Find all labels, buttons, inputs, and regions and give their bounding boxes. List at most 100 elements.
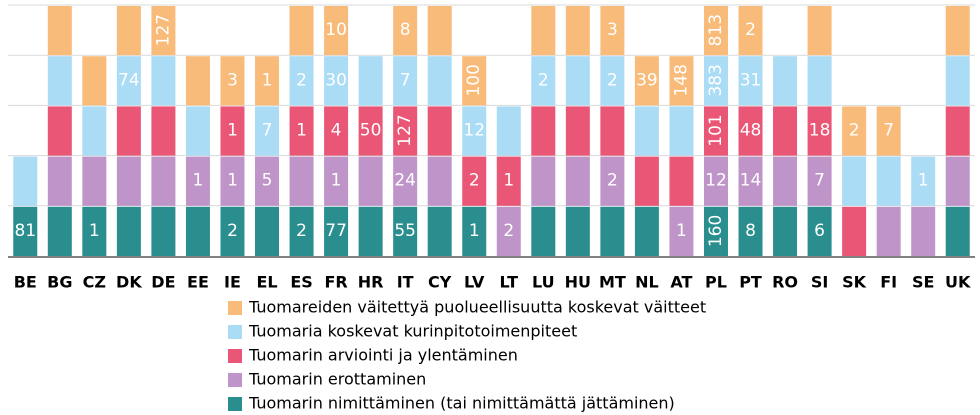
bar-segment: [945, 56, 970, 106]
bar-segment: [116, 156, 141, 206]
bar-segment: [255, 56, 280, 106]
legend-label: Tuomarin arviointi ja ylentäminen: [248, 346, 518, 365]
bar-segment: [47, 206, 72, 256]
bar-segment: [634, 56, 659, 106]
segment-label: 2: [607, 171, 618, 191]
x-tick-label: FR: [324, 273, 347, 292]
bar-segment: [600, 56, 625, 106]
x-tick-label: SK: [842, 273, 867, 292]
bar-segment: [738, 106, 763, 156]
bar-segment: [116, 6, 141, 56]
x-tick-label: BE: [14, 273, 37, 292]
bar-segment: [47, 106, 72, 156]
segment-label: 127: [153, 14, 173, 46]
bar-segment: [600, 6, 625, 56]
segment-label: 48: [740, 121, 762, 141]
bar-segment: [703, 206, 728, 256]
bar-segment: [600, 156, 625, 206]
bar-segment: [82, 156, 107, 206]
bar-segment: [289, 106, 314, 156]
segment-label: 39: [636, 70, 658, 90]
segment-label: 77: [325, 221, 347, 241]
bar-segment: [945, 156, 970, 206]
segment-label: 2: [503, 221, 514, 241]
segment-label: 18: [809, 121, 831, 141]
segment-label: 160: [706, 215, 726, 247]
bar-segment: [807, 106, 832, 156]
bar-segment: [13, 206, 38, 256]
bar-segment: [669, 56, 694, 106]
segment-label: 1: [193, 171, 204, 191]
segment-label: 1: [89, 221, 100, 241]
x-tick-label: LU: [532, 273, 555, 292]
bar-segment: [324, 156, 349, 206]
bar-segment: [462, 106, 487, 156]
x-tick-label: FI: [880, 273, 897, 292]
bar-segment: [255, 206, 280, 256]
bar-segment: [393, 6, 418, 56]
segment-label: 14: [740, 171, 762, 191]
bar-segment: [427, 106, 452, 156]
bar-segment: [911, 156, 936, 206]
bar-segment: [289, 206, 314, 256]
bar-segment: [773, 206, 798, 256]
bar-segment: [47, 56, 72, 106]
legend-swatch: [228, 397, 242, 411]
bar-segment: [47, 6, 72, 56]
segment-label: 2: [607, 70, 618, 90]
bar-segment: [669, 206, 694, 256]
segment-label: 2: [296, 221, 307, 241]
bar-segment: [531, 206, 556, 256]
bar-segment: [220, 56, 245, 106]
bar-segment: [462, 56, 487, 106]
bar-segment: [358, 206, 383, 256]
segment-label: 2: [538, 70, 549, 90]
bar-segment: [151, 106, 176, 156]
x-tick-label: CZ: [83, 273, 106, 292]
bar-segment: [531, 156, 556, 206]
bar-segment: [634, 106, 659, 156]
bar-segment: [427, 56, 452, 106]
bar-segment: [82, 56, 107, 106]
segment-label: 2: [745, 20, 756, 40]
bar-segment: [565, 206, 590, 256]
x-tick-label: BG: [47, 273, 72, 292]
segment-label: 2: [296, 70, 307, 90]
segment-label: 383: [706, 64, 726, 96]
segment-label: 813: [706, 14, 726, 46]
x-tick-label: DK: [116, 273, 142, 292]
bar-segment: [116, 56, 141, 106]
bar-segment: [324, 206, 349, 256]
bar-segment: [738, 56, 763, 106]
bar-segment: [945, 106, 970, 156]
bar-segment: [220, 156, 245, 206]
bar-segment: [738, 156, 763, 206]
bar-segment: [289, 56, 314, 106]
bar-segment: [531, 6, 556, 56]
segment-label: 1: [918, 171, 929, 191]
segment-label: 24: [394, 171, 416, 191]
bar-segment: [185, 206, 210, 256]
x-tick-label: SE: [912, 273, 934, 292]
x-tick-label: NL: [635, 273, 659, 292]
bar-segment: [358, 56, 383, 106]
segment-label: 1: [227, 171, 238, 191]
bar-segment: [151, 206, 176, 256]
bar-segment: [669, 106, 694, 156]
segment-label: 12: [705, 171, 727, 191]
bar-segment: [945, 6, 970, 56]
bar-segment: [82, 206, 107, 256]
x-tick-label: AT: [670, 273, 692, 292]
bar-segment: [496, 206, 521, 256]
bar-segment: [773, 56, 798, 106]
legend-swatch: [228, 325, 242, 339]
bar-segment: [116, 206, 141, 256]
bar-segment: [324, 6, 349, 56]
segment-label: 81: [14, 221, 36, 241]
bar-segment: [185, 106, 210, 156]
bar-segment: [220, 106, 245, 156]
bar-segment: [358, 106, 383, 156]
segment-label: 8: [745, 221, 756, 241]
bar-segment: [842, 206, 867, 256]
